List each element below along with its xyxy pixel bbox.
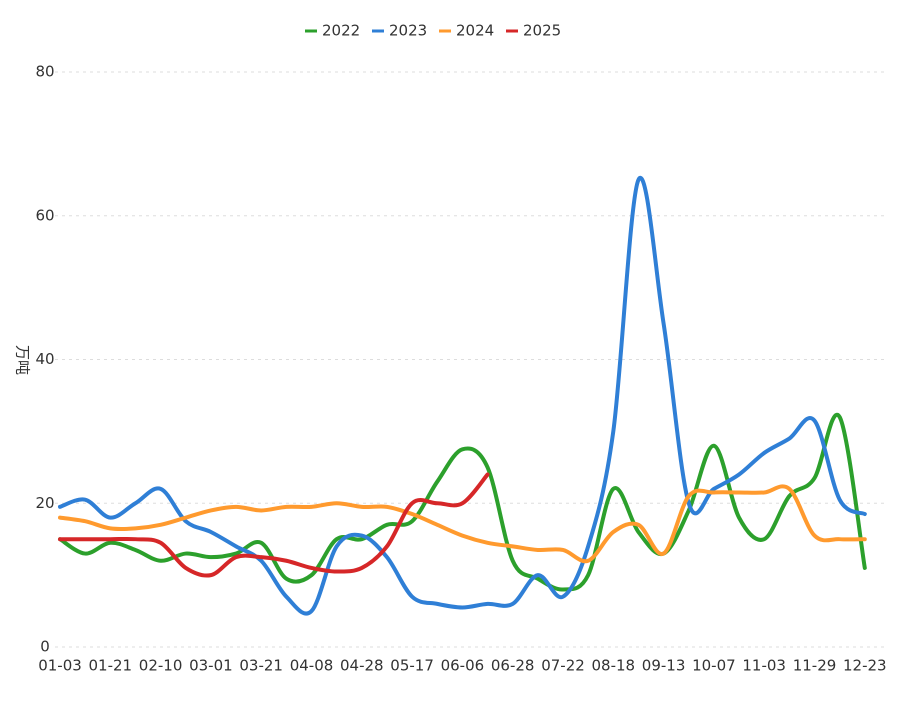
- legend-label: 2022: [322, 22, 360, 40]
- y-tick-label: 0: [40, 638, 50, 656]
- y-tick-label: 20: [35, 494, 54, 512]
- x-tick-label: 04-28: [340, 657, 384, 675]
- line-series: [58, 484, 867, 564]
- x-tick-label: 08-18: [592, 657, 636, 675]
- x-tick-label: 05-17: [390, 657, 434, 675]
- x-tick-label: 04-08: [290, 657, 334, 675]
- x-tick-label: 01-03: [38, 657, 82, 675]
- line-series: [58, 175, 867, 616]
- legend-label: 2024: [456, 22, 494, 40]
- x-tick-label: 07-22: [541, 657, 585, 675]
- y-tick-label: 40: [35, 350, 54, 368]
- x-tick-label: 01-21: [89, 657, 133, 675]
- y-tick-label: 80: [35, 63, 54, 81]
- x-tick-label: 02-10: [139, 657, 183, 675]
- legend-label: 2025: [523, 22, 561, 40]
- legend-label: 2023: [389, 22, 427, 40]
- x-tick-label: 06-06: [441, 657, 485, 675]
- x-tick-label: 10-07: [692, 657, 736, 675]
- x-tick-label: 06-28: [491, 657, 535, 675]
- y-axis-label: 万吨: [14, 345, 32, 375]
- line-series: [58, 412, 867, 592]
- y-tick-label: 60: [35, 206, 54, 224]
- x-tick-label: 09-13: [642, 657, 686, 675]
- x-tick-label: 11-29: [793, 657, 837, 675]
- x-tick-label: 03-21: [239, 657, 283, 675]
- x-tick-label: 11-03: [742, 657, 786, 675]
- x-tick-label: 03-01: [189, 657, 233, 675]
- x-tick-label: 12-23: [843, 657, 887, 675]
- line-series: [58, 472, 490, 578]
